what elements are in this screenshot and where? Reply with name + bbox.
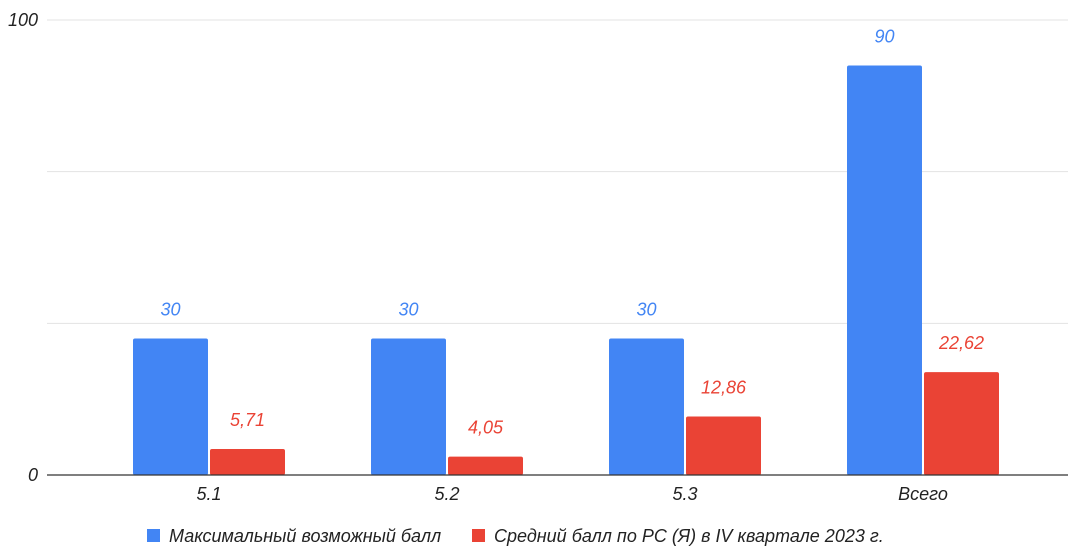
y-tick-label: 0 [28,465,38,485]
x-tick-label: 5.3 [672,484,697,504]
bar [371,338,446,475]
data-label: 90 [874,27,894,47]
data-label: 30 [636,300,656,320]
bar [609,338,684,475]
data-label: 12,86 [701,377,747,397]
data-label: 5,71 [230,410,265,430]
bars [133,65,999,475]
legend-swatch [472,529,485,542]
x-tick-label: 5.1 [196,484,221,504]
axes: 0 100 5.1 5.2 5.3 Всего [8,10,1068,504]
x-tick-label: Всего [898,484,948,504]
bar [210,449,285,475]
data-label: 30 [160,300,180,320]
data-label: 30 [398,300,418,320]
data-label: 4,05 [468,418,504,438]
bar [686,416,761,475]
bar [847,65,922,475]
legend-swatch [147,529,160,542]
data-labels: 30 30 30 90 5,71 4,05 12,86 22,62 [160,27,984,438]
legend: Максимальный возможный балл Средний балл … [147,526,884,546]
data-label: 22,62 [938,333,984,353]
x-tick-label: 5.2 [434,484,459,504]
bar [133,338,208,475]
legend-label: Средний балл по РС (Я) в IV квартале 202… [494,526,884,546]
bar [448,456,523,475]
legend-label: Максимальный возможный балл [169,526,441,546]
bar [924,372,999,475]
y-tick-label: 100 [8,10,38,30]
